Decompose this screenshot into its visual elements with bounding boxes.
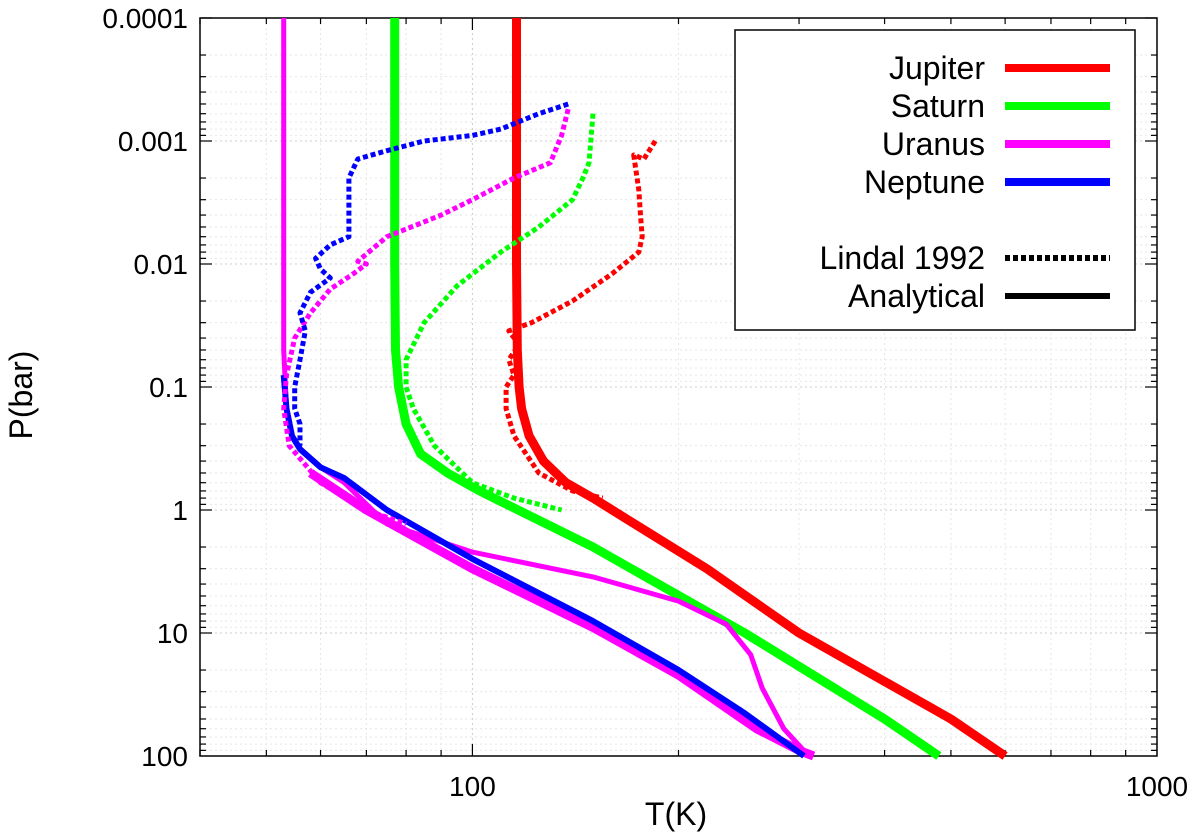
y-tick-label: 0.1 <box>149 372 188 403</box>
legend-label-jupiter: Jupiter <box>889 50 985 86</box>
grid <box>199 17 1157 756</box>
jupiter-analytical-line <box>512 18 1008 760</box>
y-tick-label: 10 <box>157 618 188 649</box>
uranus-lindal-line <box>281 108 571 527</box>
saturn-lindal-line <box>403 113 596 513</box>
y-tick-label: 0.01 <box>134 249 189 280</box>
y-tick-label: 1 <box>172 495 188 526</box>
y-tick-label: 0.0001 <box>102 3 188 34</box>
y-tick-label: 0.001 <box>118 126 188 157</box>
jupiter-lindal-line <box>503 139 658 501</box>
legend-label-uranus: Uranus <box>882 126 985 162</box>
neptune-analytical-line <box>280 374 806 759</box>
y-axis-label: P(bar) <box>3 351 39 440</box>
y-tick-label: 100 <box>141 741 188 772</box>
legend-label-saturn: Saturn <box>891 88 985 124</box>
x-axis-label: T(K) <box>645 796 707 832</box>
x-tick-label: 100 <box>449 771 496 802</box>
tick-labels: 100 1000 0.0001 0.001 0.01 0.1 1 10 100 <box>102 3 1188 802</box>
legend-label-style: Lindal 1992 <box>820 240 985 276</box>
uranus-analytical-line <box>281 18 811 758</box>
legend-label-style: Analytical <box>848 278 985 314</box>
neptune-lindal-line <box>292 101 569 446</box>
series-group <box>280 18 1008 761</box>
legend-label-neptune: Neptune <box>864 164 985 200</box>
x-tick-label: 1000 <box>1126 771 1188 802</box>
